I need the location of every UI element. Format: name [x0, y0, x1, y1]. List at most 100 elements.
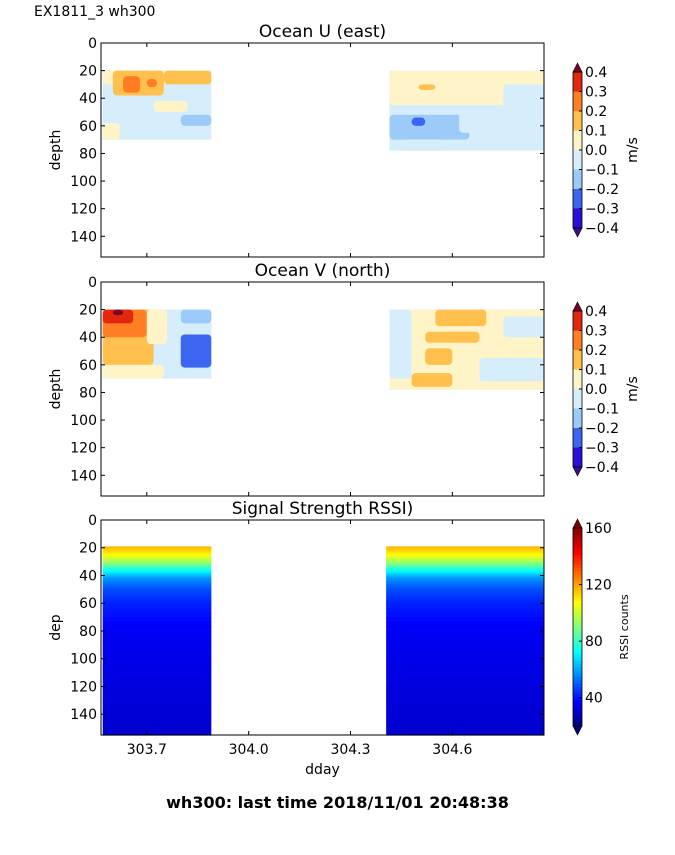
colorbar-gradient-rssi — [573, 603, 582, 608]
rssi-cell-0 — [102, 612, 212, 618]
data-patch-ocean-v — [425, 348, 453, 365]
data-patch-ocean-v — [102, 309, 134, 324]
colorbar-gradient-rssi — [573, 617, 582, 621]
colorbar-extend-high-ocean-u — [572, 62, 583, 73]
colorbar-bin-ocean-v — [573, 408, 582, 428]
rssi-cell-1 — [386, 557, 544, 560]
ytick-label-rssi: 140 — [70, 707, 97, 723]
rssi-cell-0 — [102, 554, 212, 557]
colorbar-gradient-rssi — [573, 627, 582, 631]
rssi-cell-1 — [386, 560, 544, 563]
colorbar-gradient-rssi — [573, 689, 582, 694]
colorbar-gradient-rssi — [573, 547, 582, 552]
rssi-cell-1 — [386, 686, 544, 696]
rssi-cell-0 — [102, 580, 212, 583]
colorbar-gradient-rssi — [573, 646, 582, 651]
rssi-cell-0 — [102, 726, 212, 736]
data-patch-ocean-u — [119, 125, 174, 137]
rssi-cell-1 — [386, 585, 544, 589]
rssi-cell-0 — [102, 617, 212, 623]
rssi-cell-0 — [102, 547, 212, 550]
ytick-label-ocean-v: 80 — [79, 385, 97, 401]
rssi-cell-1 — [386, 571, 544, 574]
rssi-cell-1 — [386, 575, 544, 578]
xtick-label-rssi: 304.3 — [330, 742, 370, 758]
rssi-cell-0 — [102, 598, 212, 602]
rssi-cell-0 — [102, 591, 212, 595]
ytick-label-ocean-u: 0 — [88, 36, 97, 52]
data-patch-ocean-u — [459, 105, 544, 133]
panel-title-rssi: Signal Strength RSSI) — [232, 499, 414, 519]
panel-title-ocean-v: Ocean V (north) — [255, 261, 391, 281]
rssi-cell-1 — [386, 578, 544, 581]
rssi-cell-0 — [102, 546, 212, 549]
ytick-label-ocean-u: 60 — [79, 119, 97, 135]
ytick-label-rssi: 0 — [88, 513, 97, 529]
colorbar-gradient-rssi — [573, 574, 582, 578]
rssi-cell-0 — [102, 549, 212, 552]
rssi-cell-1 — [386, 583, 544, 587]
rssi-cell-0 — [102, 583, 212, 587]
colorbar-gradient-rssi — [573, 587, 582, 592]
ytick-label-rssi: 20 — [79, 541, 97, 557]
colorbar-gradient-rssi — [573, 607, 582, 611]
colorbar-tick-label-ocean-v: −0.2 — [585, 421, 619, 437]
rssi-cell-0 — [102, 596, 212, 600]
colorbar-gradient-rssi — [573, 722, 582, 727]
colorbar-gradient-rssi — [573, 567, 582, 572]
colorbar-tick-label-ocean-u: −0.2 — [585, 182, 619, 198]
colorbar-bin-ocean-u — [573, 189, 582, 209]
colorbar-gradient-rssi — [573, 590, 582, 595]
colorbar-gradient-rssi — [573, 666, 582, 671]
data-patch-ocean-u — [153, 100, 188, 113]
rssi-cell-1 — [386, 565, 544, 568]
colorbar-gradient-rssi — [573, 580, 582, 585]
rssi-cell-1 — [386, 546, 544, 549]
rssi-cell-1 — [386, 617, 544, 623]
ytick-label-ocean-v: 20 — [79, 303, 97, 319]
rssi-cell-0 — [102, 560, 212, 563]
xtick-label-rssi: 303.7 — [127, 742, 167, 758]
data-patch-ocean-u — [389, 114, 470, 140]
ytick-label-rssi: 120 — [70, 679, 97, 695]
colorbar-gradient-rssi — [573, 537, 582, 542]
colorbar-gradient-rssi — [573, 541, 582, 545]
colorbar-gradient-rssi — [573, 623, 582, 628]
rssi-cell-1 — [386, 726, 544, 736]
rssi-cell-0 — [102, 667, 212, 678]
colorbar-bin-ocean-v — [573, 428, 582, 448]
colorbar-tick-label-ocean-u: 0.4 — [585, 65, 607, 81]
colorbar-gradient-rssi — [573, 676, 582, 681]
rssi-cell-0 — [102, 603, 212, 609]
ytick-label-ocean-v: 40 — [79, 330, 97, 346]
rssi-cell-1 — [386, 569, 544, 572]
rssi-cell-1 — [386, 593, 544, 597]
colorbar-gradient-rssi — [573, 528, 582, 532]
rssi-cell-0 — [102, 556, 212, 559]
colorbar-tick-label-rssi: 80 — [585, 634, 603, 650]
colorbar-gradient-rssi — [573, 551, 582, 555]
colorbar-gradient-rssi — [573, 636, 582, 641]
rssi-cell-1 — [386, 612, 544, 618]
data-patch-ocean-v — [112, 309, 124, 316]
rssi-cell-0 — [102, 548, 212, 551]
colorbar-gradient-rssi — [573, 633, 582, 638]
rssi-cell-0 — [102, 710, 212, 720]
rssi-cell-1 — [386, 553, 544, 556]
colorbar-gradient-rssi — [573, 669, 582, 674]
colorbar-tick-label-rssi: 40 — [585, 691, 603, 707]
data-patch-ocean-u — [418, 84, 436, 90]
rssi-cell-0 — [102, 649, 212, 660]
ytick-label-rssi: 80 — [79, 624, 97, 640]
colorbar-gradient-rssi — [573, 699, 582, 704]
rssi-cell-1 — [386, 563, 544, 565]
axes-frame-ocean-v — [100, 281, 545, 497]
data-patch-ocean-u — [180, 114, 212, 126]
ytick-label-ocean-v: 100 — [70, 413, 97, 429]
colorbar-label-ocean-u: m/s — [625, 137, 641, 163]
colorbar-frame-rssi — [572, 527, 583, 727]
colorbar-gradient-rssi — [573, 709, 582, 714]
ytick-label-ocean-v: 120 — [70, 441, 97, 457]
rssi-cell-0 — [102, 718, 212, 728]
